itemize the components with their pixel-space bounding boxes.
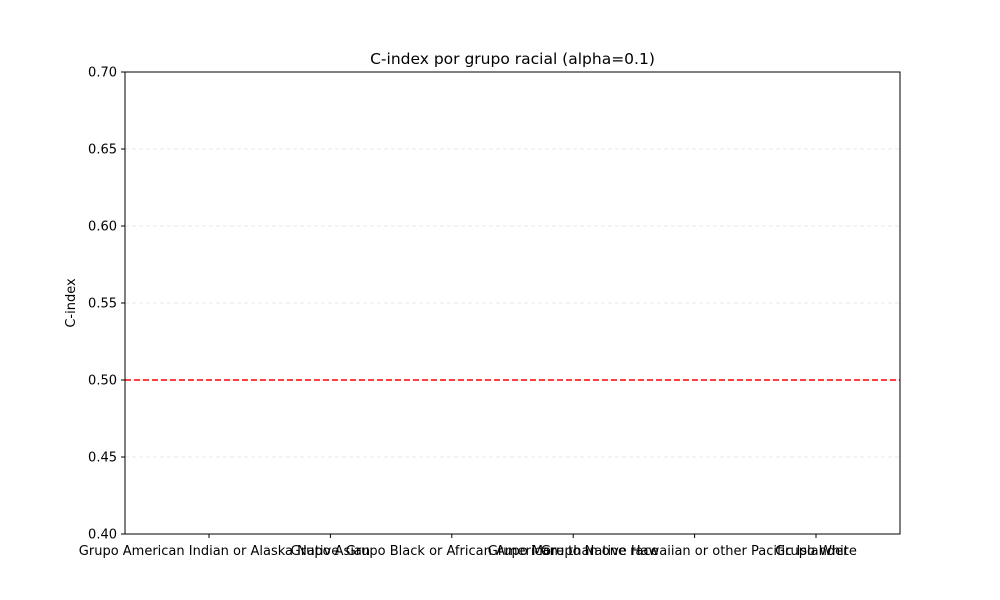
y-tick-label: 0.40 — [88, 528, 117, 543]
y-tick-label: 0.70 — [88, 66, 117, 81]
x-tick-label: Grupo Black or African American — [346, 544, 558, 559]
chart-title: C-index por grupo racial (alpha=0.1) — [370, 50, 655, 68]
x-tick-label: Grupo Asian — [291, 544, 370, 559]
x-tick-label: Grupo American Indian or Alaska Native — [79, 544, 339, 559]
y-ticks-layer: 0.40 0.45 0.50 0.55 0.60 0.65 0.70 — [88, 66, 125, 543]
x-tick-label: Grupo More than one race — [488, 544, 659, 559]
y-tick-label: 0.60 — [88, 220, 117, 235]
x-ticks-layer: Grupo American Indian or Alaska NativeGr… — [79, 534, 857, 559]
x-tick-label: Grupo White — [775, 544, 857, 559]
y-tick-label: 0.50 — [88, 374, 117, 389]
y-tick-label: 0.65 — [88, 143, 117, 158]
x-tick-label: Grupo Native Hawaiian or other Pacific I… — [541, 544, 849, 559]
y-tick-label: 0.45 — [88, 451, 117, 466]
y-tick-label: 0.55 — [88, 297, 117, 312]
y-axis-label: C-index — [64, 278, 79, 328]
